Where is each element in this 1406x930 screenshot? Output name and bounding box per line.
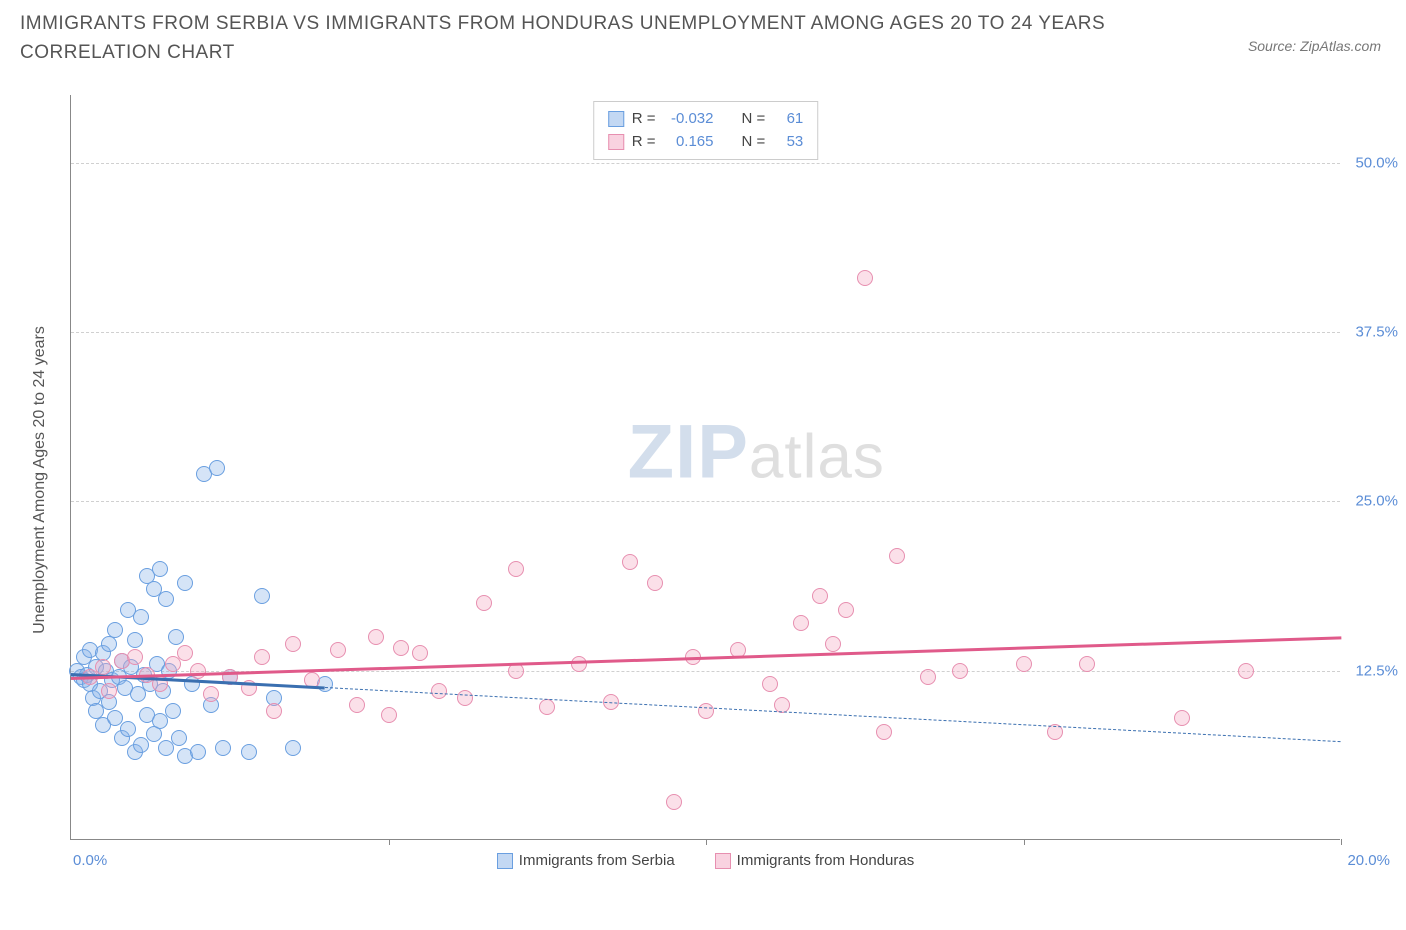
data-point-honduras [666,794,682,810]
data-point-honduras [254,649,270,665]
series-legend: Immigrants from Serbia Immigrants from Ho… [71,852,1340,869]
data-point-serbia [158,591,174,607]
data-point-honduras [457,690,473,706]
x-tick [389,839,390,845]
data-point-serbia [168,629,184,645]
watermark: ZIPatlas [628,409,885,496]
y-tick-label: 25.0% [1355,493,1398,510]
y-tick-label: 37.5% [1355,324,1398,341]
data-point-honduras [571,656,587,672]
watermark-atlas: atlas [749,423,885,492]
gridline [71,501,1340,502]
x-tick [1341,839,1342,845]
data-point-serbia [209,460,225,476]
legend-label: Immigrants from Serbia [519,852,675,869]
data-point-honduras [165,656,181,672]
data-point-serbia [190,744,206,760]
data-point-honduras [812,588,828,604]
data-point-serbia [254,588,270,604]
gridline [71,163,1340,164]
data-point-honduras [476,595,492,611]
y-tick-label: 50.0% [1355,154,1398,171]
legend-r-value: -0.032 [664,108,714,131]
legend-swatch [715,853,731,869]
data-point-serbia [215,740,231,756]
data-point-honduras [793,615,809,631]
data-point-honduras [368,629,384,645]
data-point-honduras [876,724,892,740]
data-point-honduras [857,270,873,286]
data-point-honduras [190,663,206,679]
chart-title: IMMIGRANTS FROM SERBIA VS IMMIGRANTS FRO… [20,10,1140,67]
legend-row: R = 0.165 N = 53 [608,131,804,154]
data-point-honduras [1079,656,1095,672]
data-point-honduras [285,636,301,652]
x-tick [706,839,707,845]
data-point-serbia [133,609,149,625]
data-point-serbia [133,737,149,753]
legend-n-label: N = [742,131,766,154]
legend-n-value: 61 [773,108,803,131]
data-point-honduras [330,642,346,658]
data-point-serbia [107,622,123,638]
data-point-honduras [1016,656,1032,672]
data-point-honduras [95,659,111,675]
data-point-honduras [622,554,638,570]
data-point-honduras [508,561,524,577]
data-point-honduras [539,699,555,715]
data-point-serbia [171,730,187,746]
data-point-honduras [266,703,282,719]
data-point-honduras [203,686,219,702]
data-point-serbia [165,703,181,719]
data-point-honduras [1174,710,1190,726]
legend-item: Immigrants from Serbia [497,852,675,869]
data-point-honduras [952,663,968,679]
data-point-honduras [127,649,143,665]
legend-r-label: R = [632,131,656,154]
source-attribution: Source: ZipAtlas.com [1248,38,1381,54]
correlation-legend: R = -0.032 N = 61 R = 0.165 N = 53 [593,101,819,160]
data-point-honduras [381,707,397,723]
data-point-honduras [889,548,905,564]
chart-container: Unemployment Among Ages 20 to 24 years Z… [60,95,1380,865]
legend-r-label: R = [632,108,656,131]
data-point-honduras [393,640,409,656]
data-point-honduras [825,636,841,652]
data-point-serbia [285,740,301,756]
data-point-honduras [177,645,193,661]
legend-swatch [608,134,624,150]
data-point-honduras [431,683,447,699]
legend-swatch [497,853,513,869]
data-point-honduras [762,676,778,692]
legend-item: Immigrants from Honduras [715,852,915,869]
legend-n-label: N = [742,108,766,131]
legend-r-value: 0.165 [664,131,714,154]
y-axis-label: Unemployment Among Ages 20 to 24 years [31,326,49,634]
data-point-serbia [177,575,193,591]
legend-n-value: 53 [773,131,803,154]
data-point-honduras [101,683,117,699]
data-point-serbia [127,632,143,648]
data-point-honduras [349,697,365,713]
data-point-honduras [920,669,936,685]
x-tick [1024,839,1025,845]
plot-area: ZIPatlas R =-0.032N =61R =0.165N =53 0.0… [70,95,1340,840]
legend-swatch [608,111,624,127]
legend-row: R = -0.032 N = 61 [608,108,804,131]
legend-label: Immigrants from Honduras [737,852,915,869]
data-point-honduras [838,602,854,618]
chart-header: IMMIGRANTS FROM SERBIA VS IMMIGRANTS FRO… [0,0,1406,67]
gridline [71,332,1340,333]
data-point-serbia [120,721,136,737]
data-point-honduras [412,645,428,661]
watermark-zip: ZIP [628,410,749,495]
data-point-honduras [698,703,714,719]
data-point-serbia [152,561,168,577]
data-point-serbia [241,744,257,760]
y-tick-label: 12.5% [1355,662,1398,679]
data-point-honduras [647,575,663,591]
data-point-honduras [1238,663,1254,679]
x-axis-max-label: 20.0% [1347,852,1390,869]
